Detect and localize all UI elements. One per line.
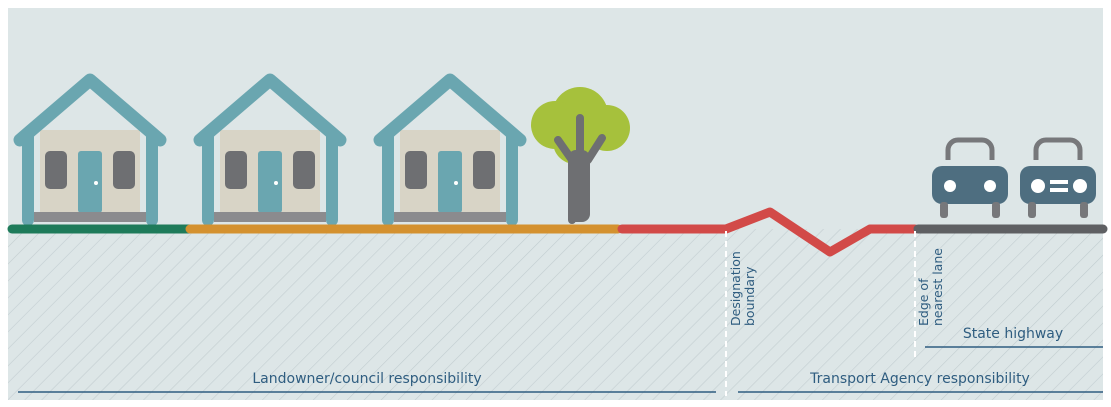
zone-label: Landowner/council responsibility	[252, 371, 481, 387]
marker-label: nearest lane	[930, 248, 945, 326]
zone-label: State highway	[963, 326, 1063, 342]
ground-lines	[7, 207, 1108, 257]
ground	[8, 229, 1103, 400]
marker-label: boundary	[742, 266, 757, 326]
zone-label: Transport Agency responsibility	[809, 371, 1030, 387]
marker-label: Designation	[728, 251, 743, 326]
car-lights	[944, 180, 996, 192]
car	[1020, 140, 1096, 218]
marker-label: Edge of	[916, 278, 931, 326]
tree	[531, 87, 630, 224]
